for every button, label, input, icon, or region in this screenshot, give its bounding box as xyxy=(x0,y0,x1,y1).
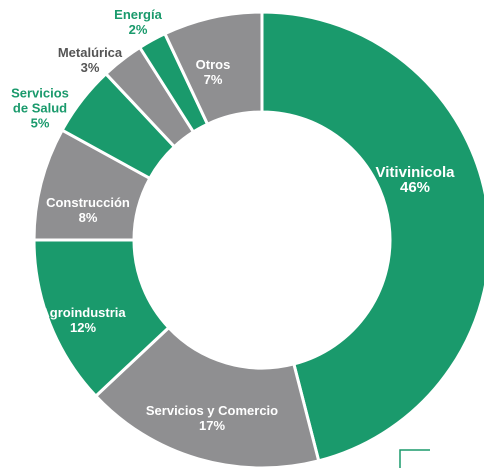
value-label: 12% xyxy=(69,320,97,335)
category-name: Otros xyxy=(195,57,231,72)
category-name: Vitivinicola xyxy=(375,164,455,181)
slice-label: Metalúrica 3% xyxy=(45,45,135,75)
category-name: Metalúrica xyxy=(57,45,123,60)
slice-label: Agroindustria 12% xyxy=(23,305,143,335)
slices xyxy=(32,10,484,468)
slice xyxy=(162,10,264,127)
slice-label: Otros 7% xyxy=(183,57,243,87)
value-label: 8% xyxy=(78,210,98,225)
slice-label: Servicios de Salud 5% xyxy=(5,86,75,131)
slice-label: Energía 2% xyxy=(103,7,173,37)
category-name: Servicios de Salud xyxy=(11,85,69,116)
value-label: 17% xyxy=(198,418,226,433)
value-label: 2% xyxy=(128,22,148,37)
slice-label: Construcción 8% xyxy=(33,195,143,225)
category-name: Agroindustria xyxy=(40,305,126,320)
corner-bracket xyxy=(399,449,430,468)
value-label: 5% xyxy=(30,115,50,131)
category-name: Servicios y Comercio xyxy=(145,403,279,418)
slice-label: Servicios y Comercio 17% xyxy=(112,403,312,433)
category-name: Construcción xyxy=(46,195,130,210)
value-label: 46% xyxy=(399,179,431,196)
slice-label: Vitivinicola 46% xyxy=(355,165,475,195)
value-label: 7% xyxy=(203,72,223,87)
slice xyxy=(260,10,484,463)
category-name: Energía xyxy=(114,7,162,22)
value-label: 3% xyxy=(80,60,100,75)
